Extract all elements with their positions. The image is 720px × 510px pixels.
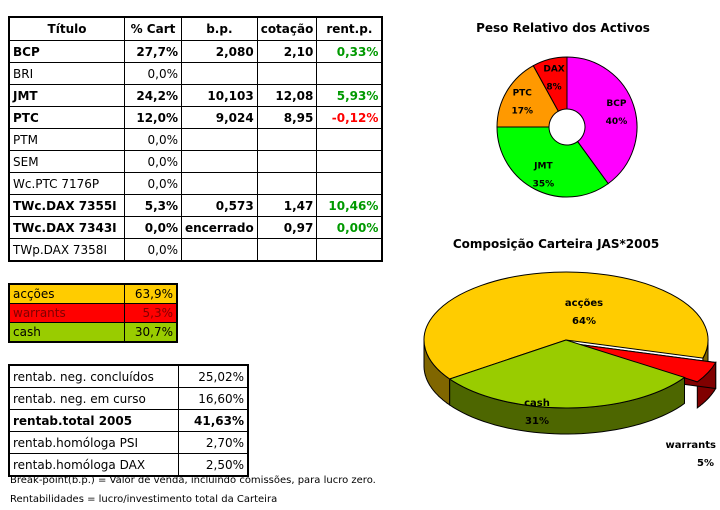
cell: 27,7% <box>124 40 182 63</box>
cell: PTM <box>8 128 125 151</box>
cell: 0,97 <box>256 216 318 239</box>
cell: 10,46% <box>316 194 383 217</box>
row: rentab. neg. em curso 16,60% <box>8 387 249 410</box>
slice <box>423 271 709 380</box>
slice-value: 64% <box>572 316 596 327</box>
cell: 5,3% <box>124 303 178 323</box>
cell: 25,02% <box>178 364 249 388</box>
slice-label: acções <box>565 298 603 309</box>
slice-label: DAX <box>543 65 564 75</box>
header-cell: b.p. <box>181 16 258 41</box>
row: cash 30,7% <box>8 322 178 343</box>
slice-label: warrants <box>666 440 716 451</box>
note: Break-point(b.p.) = Valor de venda, incl… <box>10 475 376 486</box>
row: rentab. neg. concluídos 25,02% <box>8 364 249 388</box>
slice-value: 35% <box>533 179 555 189</box>
slice-value: 8% <box>546 83 561 93</box>
slice <box>496 126 609 198</box>
row: PTC 12,0% 9,024 8,95 -0,12% <box>8 106 383 129</box>
chart-title: Composição Carteira JAS*2005 <box>453 237 659 251</box>
cell: rentab.homóloga PSI <box>8 431 179 454</box>
row: TWp.DAX 7358I 0,0% <box>8 238 383 262</box>
chart-title: Peso Relativo dos Activos <box>476 21 650 35</box>
row: rentab.homóloga DAX 2,50% <box>8 453 249 477</box>
cell: 12,0% <box>124 106 182 129</box>
cell: rentab.total 2005 <box>8 409 179 432</box>
cell: 24,2% <box>124 84 182 107</box>
cell <box>256 238 318 262</box>
slice <box>448 339 686 409</box>
header-cell: % Cart <box>124 16 182 41</box>
cell: TWp.DAX 7358I <box>8 238 125 262</box>
row: JMT 24,2% 10,103 12,08 5,93% <box>8 84 383 107</box>
cell: rentab.homóloga DAX <box>8 453 179 477</box>
holdings-table: Título% Cart b.p. cotação rent.p. BCP 27,7% 2,… <box>8 16 384 262</box>
summary-table: rentab. neg. concluídos 25,02% rentab. neg… <box>8 364 249 477</box>
slice <box>578 343 717 383</box>
slice-label: BCP <box>606 99 626 109</box>
slice-label: cash <box>524 398 550 409</box>
header-row: Título% Cart b.p. cotação rent.p. <box>8 16 383 41</box>
cell: 16,60% <box>178 387 249 410</box>
cell: 0,573 <box>181 194 258 217</box>
slice-value: 5% <box>697 458 714 469</box>
slice <box>496 64 560 128</box>
cell: encerrado <box>181 216 258 239</box>
cell: cash <box>8 322 125 343</box>
cell: Wc.PTC 7176P <box>8 172 125 195</box>
row: PTM 0,0% <box>8 128 383 151</box>
cell: 2,70% <box>178 431 249 454</box>
row: TWc.DAX 7355I 5,3% 0,573 1,47 10,46% <box>8 194 383 217</box>
slice <box>532 56 568 112</box>
cell: warrants <box>8 303 125 323</box>
cell: 0,33% <box>316 40 383 63</box>
cell: 0,0% <box>124 216 182 239</box>
cell: 5,93% <box>316 84 383 107</box>
cell: 2,50% <box>178 453 249 477</box>
cell: rentab. neg. concluídos <box>8 364 179 388</box>
cell: 0,0% <box>124 128 182 151</box>
row: TWc.DAX 7343I 0,0% encerrado 0,97 0,00% <box>8 216 383 239</box>
cell <box>181 238 258 262</box>
row: acções 63,9% <box>8 283 178 304</box>
row: Wc.PTC 7176P 0,0% <box>8 172 383 195</box>
slice <box>566 56 638 185</box>
slice-value: 31% <box>525 416 549 427</box>
slice-label: PTC <box>513 89 533 99</box>
allocation-table: acções 63,9% warrants 5,3% cash 30,7% <box>8 283 178 343</box>
cell: 0,0% <box>124 238 182 262</box>
cell <box>316 238 383 262</box>
row: BCP 27,7% 2,080 2,10 0,33% <box>8 40 383 63</box>
cell: 0,00% <box>316 216 383 239</box>
cell: PTC <box>8 106 125 129</box>
row: warrants 5,3% <box>8 303 178 323</box>
row: rentab.homóloga PSI 2,70% <box>8 431 249 454</box>
cell: 8,95 <box>256 106 318 129</box>
cell: 12,08 <box>256 84 318 107</box>
slice-value: 40% <box>606 117 628 127</box>
cell: TWc.DAX 7343I <box>8 216 125 239</box>
slice-label: JMT <box>533 161 553 171</box>
cell: 2,10 <box>256 40 318 63</box>
note: Rentabilidades = lucro/investimento tota… <box>10 494 278 505</box>
slice-value: 17% <box>511 107 533 117</box>
cell: 30,7% <box>124 322 178 343</box>
cell: 2,080 <box>181 40 258 63</box>
